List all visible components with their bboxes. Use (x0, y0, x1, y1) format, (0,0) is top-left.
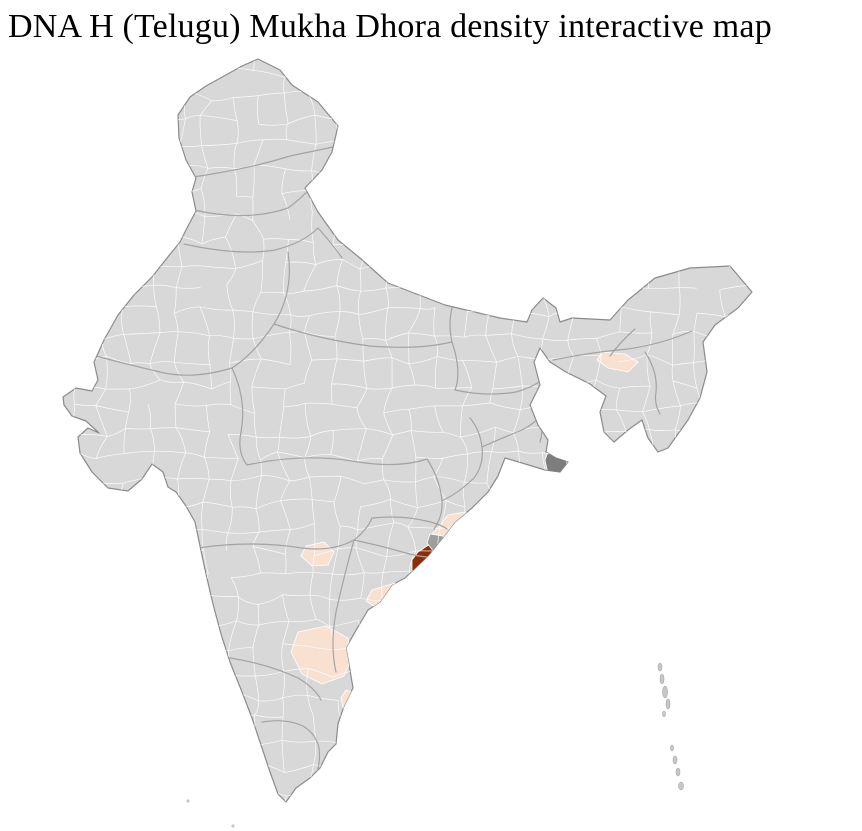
state-border (449, 307, 453, 343)
state-border (353, 539, 430, 558)
island-dot[interactable] (231, 824, 235, 828)
state-border (183, 227, 319, 253)
lakshadweep-islands[interactable] (186, 799, 235, 828)
andaman-nicobar-islands[interactable] (657, 662, 684, 791)
district-high-density[interactable] (411, 543, 451, 597)
state-border (481, 415, 541, 448)
district-low-density-northeast[interactable] (596, 351, 639, 373)
state-border (441, 417, 483, 502)
state-border (193, 187, 311, 217)
state-border (197, 517, 373, 550)
island-dot[interactable] (662, 685, 668, 699)
district-dark-gray-delta[interactable] (544, 449, 569, 487)
island-dot[interactable] (678, 781, 684, 791)
island-dot[interactable] (675, 767, 681, 777)
island-dot[interactable] (670, 744, 674, 752)
state-border (246, 457, 428, 466)
island-dot[interactable] (665, 698, 671, 710)
state-border (332, 539, 355, 673)
state-border (644, 351, 661, 415)
state-border (317, 227, 343, 259)
state-border (552, 330, 693, 361)
state-border (261, 720, 321, 779)
district-low-density-coast[interactable] (431, 561, 471, 609)
state-border (231, 367, 248, 466)
state-border (273, 323, 453, 348)
island-dot[interactable] (186, 799, 190, 803)
india-landmass[interactable] (62, 58, 753, 803)
page-title: DNA H (Telugu) Mukha Dhora density inter… (8, 8, 772, 45)
high-density-inner-border (424, 556, 438, 576)
island-dot[interactable] (662, 710, 666, 718)
state-border (451, 341, 459, 391)
state-border (609, 328, 636, 357)
island-dot[interactable] (672, 755, 678, 765)
state-border (185, 145, 339, 179)
state-border (229, 657, 322, 701)
island-dot[interactable] (657, 662, 663, 672)
state-border (371, 516, 448, 530)
island-dot[interactable] (659, 673, 665, 685)
state-border (454, 379, 543, 395)
